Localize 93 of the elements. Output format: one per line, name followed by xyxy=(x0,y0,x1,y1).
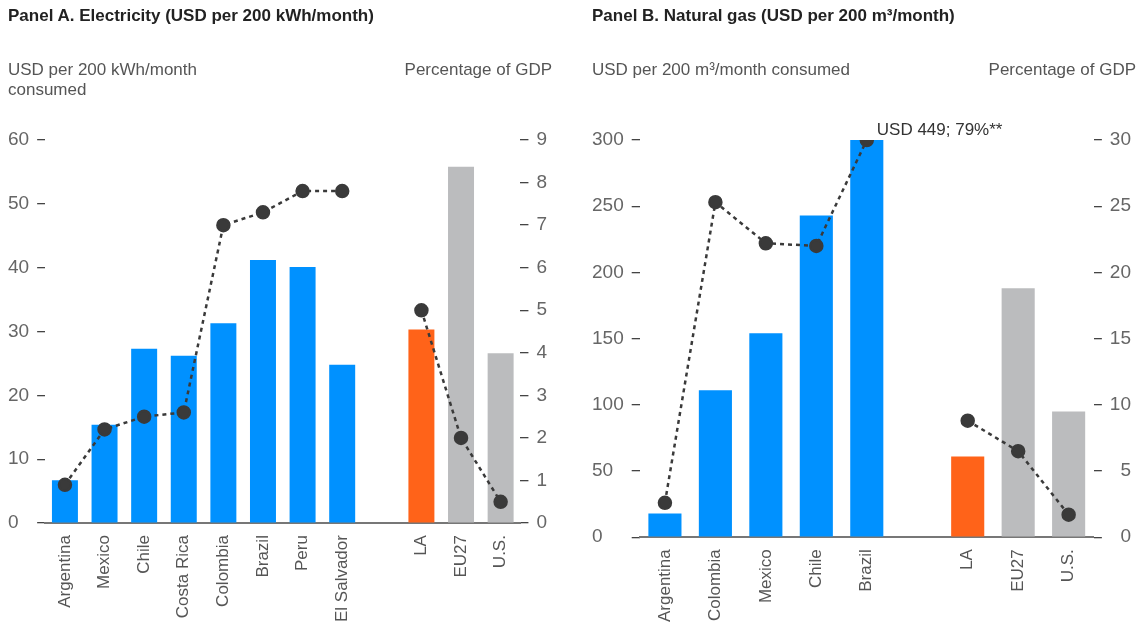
x-tick-label: Chile xyxy=(806,549,826,588)
y-tick-label: 40 xyxy=(8,255,30,277)
y-tick-label: 0 xyxy=(592,525,603,547)
x-tick-label: LA xyxy=(411,534,431,556)
y2-tick-label: 20 xyxy=(1109,260,1131,282)
point xyxy=(176,405,192,420)
x-tick-label: LA xyxy=(957,548,977,571)
point xyxy=(136,409,152,424)
y-axis-title: USD per 200 m³/month consumed xyxy=(592,60,851,80)
x-tick-label: Mexico xyxy=(755,549,775,604)
bar xyxy=(289,267,316,523)
y-tick-label: 200 xyxy=(592,260,624,282)
point xyxy=(493,494,508,510)
y-tick-label: 300 xyxy=(592,128,624,150)
point xyxy=(708,194,723,210)
chart-title: Panel A. Electricity (USD per 200 kWh/month) xyxy=(8,6,374,26)
y-tick-label: 20 xyxy=(8,383,30,405)
y2-tick-label: 8 xyxy=(536,170,547,192)
bar xyxy=(448,166,475,523)
y2-tick-label: 7 xyxy=(536,213,547,235)
x-tick-label: Peru xyxy=(292,535,312,571)
y2-tick-label: 10 xyxy=(1109,393,1131,415)
bar xyxy=(249,260,276,523)
y-axis-title: USD per 200 kWh/month consumed xyxy=(8,60,198,100)
point xyxy=(334,183,350,199)
y-tick-label: 150 xyxy=(592,326,624,348)
y2-tick-label: 15 xyxy=(1109,326,1131,348)
x-tick-label: U.S. xyxy=(490,535,510,569)
point xyxy=(414,303,429,318)
x-tick-label: Mexico xyxy=(94,535,114,589)
y-tick-label: 10 xyxy=(8,447,30,469)
point xyxy=(1061,507,1076,522)
y2-tick-label: 5 xyxy=(1120,459,1131,481)
chart-title: Panel B. Natural gas (USD per 200 m³/month) xyxy=(592,6,955,26)
bar xyxy=(850,140,884,537)
point xyxy=(295,183,310,199)
x-tick-label: Brazil xyxy=(856,549,876,592)
x-tick-label: Costa Rica xyxy=(173,534,193,619)
y2-tick-label: 0 xyxy=(536,511,547,533)
x-tick-label: El Salvador xyxy=(331,534,351,622)
point xyxy=(809,238,824,254)
y2-axis-title: Percentage of GDP xyxy=(988,60,1136,80)
y2-tick-label: 3 xyxy=(536,383,547,405)
y-tick-label: 100 xyxy=(592,393,624,415)
bar xyxy=(487,353,514,523)
point xyxy=(758,236,774,251)
bar xyxy=(749,333,783,537)
point xyxy=(97,422,112,437)
bar xyxy=(91,424,118,523)
x-tick-label: EU27 xyxy=(1007,549,1027,592)
point xyxy=(453,430,469,446)
x-tick-label: Argentina xyxy=(54,534,74,608)
y2-tick-label: 5 xyxy=(536,298,547,320)
y2-tick-label: 1 xyxy=(536,468,547,490)
y2-tick-label: 9 xyxy=(536,128,547,150)
y2-tick-label: 4 xyxy=(536,341,548,363)
bar xyxy=(1052,411,1086,537)
bar xyxy=(408,329,435,523)
point xyxy=(1010,443,1026,459)
x-tick-label: Chile xyxy=(133,535,153,574)
x-tick-label: Colombia xyxy=(705,548,725,622)
x-tick-label: Argentina xyxy=(654,548,674,623)
bar xyxy=(799,215,833,537)
x-tick-label: Colombia xyxy=(213,534,233,607)
bar xyxy=(698,390,732,537)
bar xyxy=(951,456,985,537)
point xyxy=(960,413,975,428)
annotation: USD 449; 79%** xyxy=(876,119,1003,139)
x-tick-label: Brazil xyxy=(252,535,272,578)
point xyxy=(657,495,673,511)
point xyxy=(57,477,73,493)
bar xyxy=(170,355,197,523)
y2-tick-label: 6 xyxy=(536,255,547,277)
bar xyxy=(210,323,237,523)
y-tick-label: 30 xyxy=(8,319,30,341)
bar xyxy=(1001,288,1035,537)
bar xyxy=(329,364,356,523)
y-tick-label: 60 xyxy=(8,128,30,150)
x-tick-label: EU27 xyxy=(450,535,470,578)
y2-tick-label: 2 xyxy=(536,426,547,448)
y2-tick-label: 30 xyxy=(1109,128,1131,150)
point xyxy=(255,205,271,220)
y2-axis-title: Percentage of GDP xyxy=(404,60,552,80)
bar xyxy=(131,348,158,523)
bar xyxy=(648,513,682,537)
y-tick-label: 50 xyxy=(8,192,30,214)
x-tick-label: U.S. xyxy=(1058,549,1078,583)
y-tick-label: 250 xyxy=(592,194,624,216)
y-tick-label: 0 xyxy=(8,511,19,533)
y2-tick-label: 0 xyxy=(1120,525,1131,547)
point xyxy=(216,217,231,233)
y2-tick-label: 25 xyxy=(1109,194,1131,216)
y-tick-label: 50 xyxy=(592,459,614,481)
